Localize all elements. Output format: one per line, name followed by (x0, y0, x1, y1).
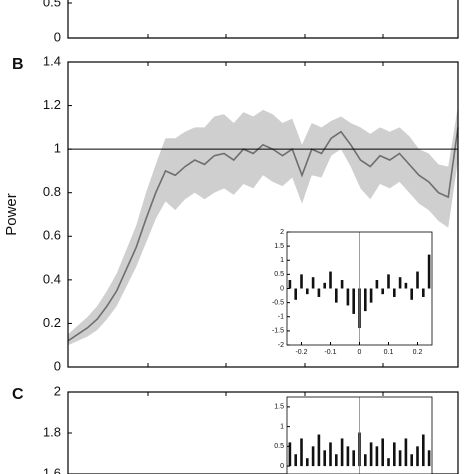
bar (392, 442, 396, 467)
y-tick-label: 1.6 (43, 465, 61, 474)
y-tick-label: 0.8 (43, 184, 61, 199)
bar (375, 446, 379, 467)
bar (363, 454, 367, 467)
y-tick-label: 0.6 (43, 228, 61, 243)
y-tick-label: -1 (278, 314, 284, 321)
bar (305, 458, 309, 467)
axes-frame (67, 0, 459, 39)
confidence-band (68, 105, 458, 346)
bar (363, 288, 367, 312)
panel-letter: C (12, 386, 24, 403)
bar (305, 288, 309, 295)
y-tick-label: 0.5 (274, 443, 284, 450)
bar (404, 282, 408, 289)
y-tick-label: 1.2 (43, 97, 61, 112)
y-tick-label: 1.4 (43, 53, 61, 68)
x-tick-label: -0.1 (324, 349, 336, 356)
y-tick-label: 1.5 (274, 404, 284, 411)
bar (329, 442, 332, 467)
axes-frame (286, 396, 433, 474)
y-tick-label: 2 (54, 383, 61, 398)
bar (300, 274, 303, 289)
panel: -2 -1.5 -1 -0.5 0 0.5 1 1.5 2 -0.2 -0.1 0 0.1 0.2 (272, 229, 433, 356)
bar (410, 288, 414, 300)
bar (294, 288, 298, 300)
y-tick-label: 1 (280, 423, 284, 430)
bar (352, 450, 356, 467)
x-tick-label: -0.2 (295, 349, 307, 356)
bar (410, 454, 414, 467)
bar (387, 458, 390, 467)
panel-letter: B (12, 56, 24, 73)
bar (311, 446, 315, 467)
bar (398, 450, 402, 467)
panel: 00.5 (43, 0, 459, 44)
bar (404, 438, 408, 467)
bar (421, 288, 425, 297)
y-tick-label: 0 (54, 29, 61, 44)
bar (381, 288, 385, 295)
bar (369, 288, 373, 303)
bar (323, 450, 327, 467)
bar (340, 438, 344, 467)
y-tick-label: 1 (54, 141, 61, 156)
bar (387, 274, 390, 289)
y-tick-label: -1.5 (272, 328, 284, 335)
bar (346, 446, 350, 467)
y-tick-label: 2 (280, 229, 284, 236)
y-tick-label: 0.2 (43, 315, 61, 330)
y-tick-label: 0.5 (274, 271, 284, 278)
y-axis-label: Power (3, 193, 20, 236)
bar (398, 277, 402, 289)
panel: 0 0.5 1 1.5 (274, 396, 433, 474)
bar (311, 277, 315, 289)
bar (294, 454, 298, 467)
bar (288, 280, 292, 289)
bar (300, 438, 303, 467)
bar (416, 271, 419, 289)
bar (346, 288, 350, 306)
bar (369, 442, 373, 467)
y-tick-label: 0 (280, 463, 284, 470)
y-tick-label: 0 (54, 358, 61, 373)
bar (427, 254, 431, 289)
bar (416, 446, 419, 467)
panel: 0 0.2 0.4 0.6 0.8 1 1.2 1.4 B Power (3, 53, 459, 373)
bar (288, 442, 292, 467)
bar (334, 288, 338, 303)
bar (352, 288, 356, 314)
bar (381, 438, 385, 467)
y-tick-label: 0 (280, 285, 284, 292)
mean-line (67, 127, 459, 342)
bar (421, 434, 425, 467)
bar (427, 450, 431, 467)
y-tick-label: 1.8 (43, 424, 61, 439)
bar (329, 271, 332, 289)
bar (334, 454, 338, 467)
y-tick-label: 1.5 (274, 243, 284, 250)
x-tick-label: 0.2 (413, 349, 423, 356)
bar (340, 280, 344, 289)
panel: 1.6 1.8 2 C (12, 383, 459, 474)
bar (323, 282, 327, 289)
x-tick-label: 0.1 (384, 349, 394, 356)
x-tick-marks (147, 34, 384, 396)
bar (317, 288, 321, 297)
bar (317, 434, 321, 467)
y-tick-label: 0.5 (43, 0, 61, 9)
bar (375, 280, 379, 289)
bar (392, 288, 396, 297)
y-tick-label: 1 (280, 257, 284, 264)
y-tick-label: -0.5 (272, 299, 284, 306)
axes-frame (67, 61, 459, 368)
x-tick-label: 0 (358, 349, 362, 356)
y-tick-label: -2 (278, 342, 284, 349)
y-tick-label: 0.4 (43, 271, 61, 286)
